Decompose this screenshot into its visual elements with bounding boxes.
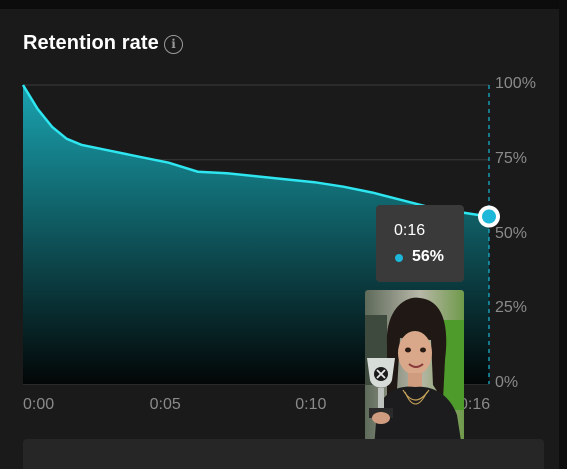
y-tick-label: 25%	[495, 299, 528, 317]
x-tick-label: 0:10	[295, 396, 327, 413]
y-tick-label: 75%	[495, 149, 528, 167]
page-title: Retention rate	[23, 32, 159, 54]
y-tick-label: 0%	[495, 374, 519, 391]
video-thumbnail[interactable]	[365, 290, 464, 460]
tooltip-time: 0:16	[394, 222, 426, 239]
highlight-point[interactable]	[482, 209, 496, 224]
y-tick-label: 100%	[495, 75, 536, 92]
x-tick-label: 0:00	[23, 396, 55, 413]
bottom-panel	[23, 439, 544, 469]
x-tick-label: 0:05	[149, 396, 181, 413]
tooltip-value: 56%	[412, 248, 445, 265]
right-edge	[559, 0, 567, 469]
x-tick-label: 0:16	[459, 396, 491, 413]
y-tick-label: 50%	[495, 224, 528, 242]
top-strip	[0, 0, 567, 9]
tooltip-series-dot	[395, 254, 403, 262]
info-icon[interactable]: i	[164, 35, 183, 54]
chart-tooltip: 0:16 56%	[376, 205, 464, 282]
retention-line	[21, 84, 490, 218]
